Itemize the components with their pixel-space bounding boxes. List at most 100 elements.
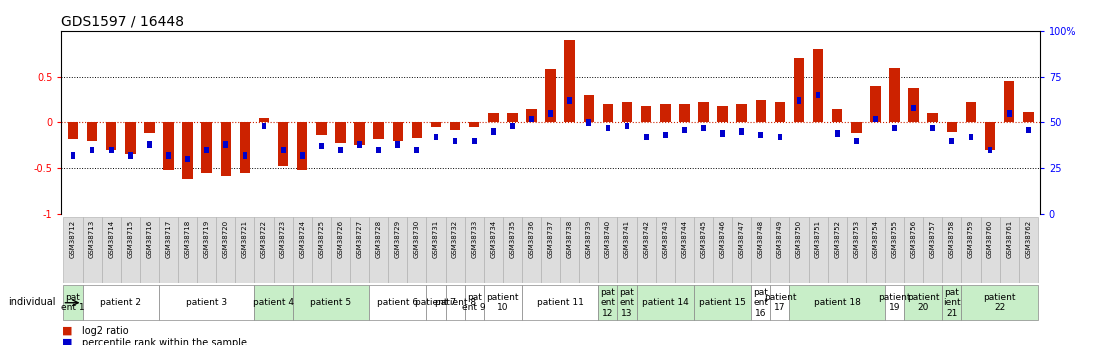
Text: GSM38759: GSM38759 [968, 220, 974, 258]
Bar [293, 285, 369, 320]
Text: GSM38749: GSM38749 [777, 220, 783, 258]
Bar [617, 285, 636, 320]
Bar [987, 147, 993, 153]
Text: patient
22: patient 22 [984, 293, 1016, 313]
Bar [369, 285, 426, 320]
Text: GSM38760: GSM38760 [987, 220, 993, 258]
Bar [182, 122, 192, 179]
Bar [426, 285, 446, 320]
Bar [484, 285, 522, 320]
Bar [125, 122, 135, 155]
Text: patient 6: patient 6 [377, 298, 418, 307]
Text: GSM38734: GSM38734 [491, 220, 496, 258]
Bar [312, 217, 331, 283]
Bar [720, 130, 724, 137]
Bar [508, 113, 518, 122]
Bar [186, 156, 190, 162]
Bar [682, 127, 686, 133]
Bar [159, 217, 178, 283]
Bar [789, 285, 885, 320]
Bar [83, 217, 102, 283]
Bar [873, 116, 878, 122]
Bar [316, 122, 326, 135]
Bar [808, 217, 827, 283]
Bar [453, 138, 457, 144]
Text: GSM38725: GSM38725 [319, 220, 324, 258]
Bar [636, 217, 655, 283]
Bar [350, 217, 369, 283]
Text: GSM38743: GSM38743 [662, 220, 669, 258]
Bar [870, 86, 881, 122]
Text: GSM38754: GSM38754 [872, 220, 879, 258]
Bar [832, 109, 843, 122]
Bar [1007, 110, 1012, 117]
Bar [159, 285, 255, 320]
Bar [510, 123, 514, 129]
Text: GSM38727: GSM38727 [357, 220, 362, 258]
Text: ■: ■ [61, 326, 72, 336]
Text: individual: individual [8, 297, 55, 307]
Bar [694, 285, 751, 320]
Bar [701, 125, 705, 131]
Bar [163, 122, 173, 170]
Text: GSM38713: GSM38713 [89, 220, 95, 258]
Text: GSM38745: GSM38745 [701, 220, 707, 258]
Text: GSM38723: GSM38723 [281, 220, 286, 258]
Bar [396, 141, 400, 148]
Bar [258, 118, 269, 122]
Bar [904, 217, 923, 283]
Bar [300, 152, 304, 159]
Text: patient 7: patient 7 [416, 298, 456, 307]
Bar [694, 217, 713, 283]
Text: patient 5: patient 5 [311, 298, 351, 307]
Text: GSM38739: GSM38739 [586, 220, 591, 258]
Text: GSM38758: GSM38758 [949, 220, 955, 258]
Bar [243, 152, 247, 159]
Bar [739, 128, 745, 135]
Text: GSM38736: GSM38736 [529, 220, 534, 258]
Bar [522, 285, 598, 320]
Text: pat
ent
13: pat ent 13 [619, 288, 635, 318]
Text: GSM38751: GSM38751 [815, 220, 821, 258]
Bar [909, 88, 919, 122]
Bar [775, 102, 785, 122]
Bar [472, 138, 476, 144]
Text: GSM38720: GSM38720 [222, 220, 229, 258]
Bar [297, 122, 307, 170]
Bar [617, 217, 636, 283]
Bar [949, 138, 955, 144]
Bar [178, 217, 197, 283]
Bar [794, 59, 804, 122]
Bar [885, 285, 904, 320]
Text: patient 2: patient 2 [101, 298, 141, 307]
Bar [484, 217, 503, 283]
Bar [835, 130, 840, 137]
Bar [930, 125, 935, 131]
Bar [641, 106, 652, 122]
Bar [146, 141, 152, 148]
Bar [846, 217, 865, 283]
Bar [655, 217, 675, 283]
Bar [144, 122, 154, 134]
Text: GSM38732: GSM38732 [452, 220, 458, 258]
Bar [865, 217, 885, 283]
Bar [369, 217, 388, 283]
Bar [968, 134, 974, 140]
Bar [127, 152, 133, 159]
Text: GSM38752: GSM38752 [834, 220, 841, 258]
Bar [197, 217, 216, 283]
Bar [892, 125, 897, 131]
Text: GSM38756: GSM38756 [911, 220, 917, 258]
Bar [797, 97, 802, 104]
Bar [663, 132, 667, 138]
Text: GSM38721: GSM38721 [241, 220, 248, 258]
Bar [885, 217, 904, 283]
Bar [598, 217, 617, 283]
Text: GSM38719: GSM38719 [203, 220, 210, 258]
Bar [777, 134, 783, 140]
Bar [415, 147, 419, 153]
Bar [625, 123, 629, 129]
Bar [541, 217, 560, 283]
Bar [377, 147, 381, 153]
Bar [319, 143, 324, 149]
